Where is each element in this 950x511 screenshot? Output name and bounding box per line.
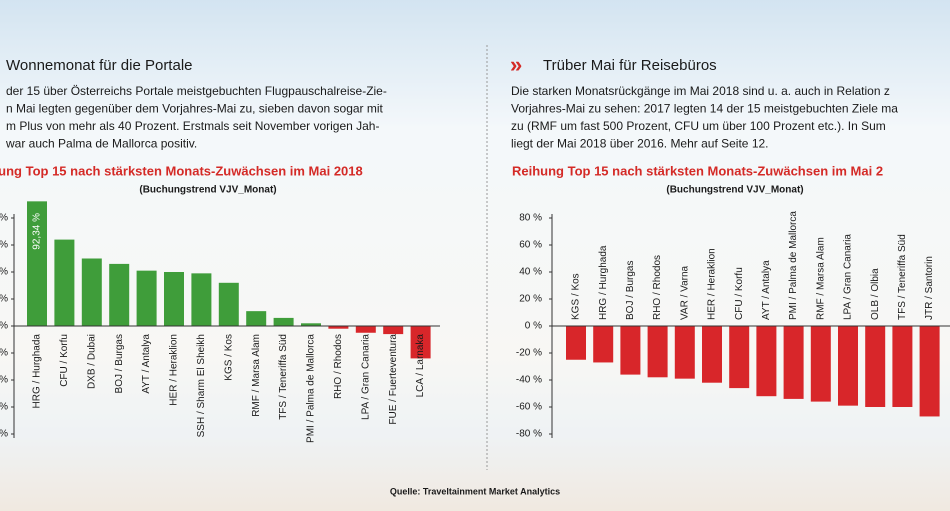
bar bbox=[892, 326, 913, 407]
chart-subtitle: (Buchungstrend VJV_Monat) bbox=[666, 185, 803, 196]
paragraph-line: n Mai legten gegenüber dem Vorjahres-Mai… bbox=[6, 102, 384, 116]
x-tick-label: LCA / Larnaka bbox=[415, 334, 426, 398]
y-tick-label: 80 % bbox=[519, 213, 542, 224]
x-tick-label: LPA / Gran Canaria bbox=[360, 334, 371, 420]
paragraph-line: war auch Palma de Mallorca positiv. bbox=[5, 137, 197, 151]
bar bbox=[620, 326, 641, 375]
y-tick-label: 60 % bbox=[519, 240, 542, 251]
bar bbox=[647, 326, 668, 378]
chart-title: Reihung Top 15 nach stärksten Monats-Zuw… bbox=[512, 163, 883, 178]
bar bbox=[383, 326, 404, 335]
x-tick-label: VAR / Varna bbox=[679, 265, 690, 320]
bar bbox=[729, 326, 750, 389]
bar bbox=[810, 326, 831, 402]
y-tick-label: -60 % bbox=[516, 402, 542, 413]
paragraph-line: zu (RMF um fast 500 Prozent, CFU um über… bbox=[511, 119, 886, 133]
bar bbox=[355, 326, 376, 333]
x-tick-label: TFS / Teneriffa Süd bbox=[278, 334, 289, 420]
y-tick-label: -40 % bbox=[516, 375, 542, 386]
bar bbox=[136, 270, 157, 326]
bar bbox=[191, 273, 212, 326]
bar bbox=[218, 282, 239, 326]
x-tick-label: PMI / Palma de Mallorca bbox=[306, 334, 317, 443]
bar bbox=[756, 326, 777, 397]
bar bbox=[54, 239, 75, 326]
bar bbox=[81, 258, 102, 326]
bar bbox=[566, 326, 586, 360]
x-tick-label: RMF / Marsa Alam bbox=[815, 237, 826, 320]
x-tick-label: HRG / Hurghada bbox=[32, 334, 43, 409]
y-tick-label: -20 % bbox=[516, 348, 542, 359]
x-tick-label: PMI / Palma de Mallorca bbox=[788, 211, 799, 320]
x-tick-label: AYT / Antalya bbox=[761, 260, 772, 320]
y-tick-label: 20 % bbox=[0, 294, 8, 305]
x-tick-label: RHO / Rhodos bbox=[333, 334, 344, 399]
bar bbox=[328, 326, 349, 329]
bar bbox=[301, 323, 321, 326]
bar bbox=[783, 326, 804, 399]
x-tick-label: HER / Heraklion bbox=[169, 334, 180, 406]
y-tick-label: -80 % bbox=[516, 429, 542, 440]
x-tick-label: BOJ / Burgas bbox=[625, 261, 636, 320]
x-tick-label: LPA / Gran Canaria bbox=[843, 234, 854, 320]
x-tick-label: CFU / Korfu bbox=[59, 334, 70, 387]
x-tick-label: TFS / Teneriffa Süd bbox=[897, 234, 908, 320]
paragraph-line: der 15 über Österreichs Portale meistgeb… bbox=[6, 84, 387, 98]
bar bbox=[838, 326, 858, 406]
x-tick-label: BOJ / Burgas bbox=[114, 334, 125, 393]
x-tick-label: HER / Heraklion bbox=[707, 248, 718, 320]
chart-subtitle: (Buchungstrend VJV_Monat) bbox=[139, 185, 276, 196]
bar bbox=[164, 272, 184, 326]
bar bbox=[109, 263, 130, 326]
x-tick-label: SSH / Sharm El Sheikh bbox=[196, 334, 207, 437]
x-tick-label: DXB / Dubai bbox=[86, 334, 97, 389]
bar bbox=[865, 326, 886, 407]
source: Quelle: Traveltainment Market Analytics bbox=[390, 486, 560, 496]
y-tick-label: 40 % bbox=[0, 267, 8, 278]
x-tick-label: OLB / Olbia bbox=[870, 268, 881, 320]
x-tick-label: CFU / Korfu bbox=[734, 267, 745, 320]
bar bbox=[273, 317, 294, 326]
y-tick-label: 60 % bbox=[0, 240, 8, 251]
paragraph-line: m Plus von mehr als 40 Prozent. Erstmals… bbox=[6, 119, 379, 133]
x-tick-label: KGS / Kos bbox=[223, 334, 234, 381]
value-label: 92,34 % bbox=[32, 213, 43, 250]
bar bbox=[246, 311, 267, 326]
x-tick-label: HRG / Hurghada bbox=[598, 245, 609, 320]
paragraph-line: Die starken Monatsrückgänge im Mai 2018 … bbox=[511, 84, 890, 98]
y-tick-label: -80 % bbox=[0, 429, 8, 440]
chart-title: Reihung Top 15 nach stärksten Monats-Zuw… bbox=[0, 163, 363, 178]
x-tick-label: RHO / Rhodos bbox=[652, 255, 663, 320]
x-tick-label: KGS / Kos bbox=[571, 273, 582, 320]
bar bbox=[593, 326, 614, 363]
y-tick-label: 80 % bbox=[0, 213, 8, 224]
x-tick-label: RMF / Marsa Alam bbox=[251, 334, 262, 417]
bar bbox=[919, 326, 940, 417]
y-tick-label: -60 % bbox=[0, 402, 8, 413]
bar bbox=[702, 326, 722, 383]
left-heading: Wonnemonat für die Portale bbox=[6, 57, 193, 74]
x-tick-label: FUE / Fuerteventura bbox=[388, 334, 399, 425]
y-tick-label: -40 % bbox=[0, 375, 8, 386]
y-tick-label: 20 % bbox=[519, 294, 542, 305]
right-heading: Trüber Mai für Reisebüros bbox=[543, 57, 717, 74]
x-tick-label: AYT / Antalya bbox=[141, 334, 152, 394]
y-tick-label: -20 % bbox=[0, 348, 8, 359]
heading-icon: » bbox=[510, 52, 522, 77]
y-tick-label: 40 % bbox=[519, 267, 542, 278]
bar bbox=[674, 326, 695, 379]
bar bbox=[27, 201, 47, 326]
y-tick-label: 0 % bbox=[525, 321, 542, 332]
y-tick-label: 0 % bbox=[0, 321, 8, 332]
bar bbox=[410, 326, 431, 359]
paragraph-line: Vorjahres-Mai zu sehen: 2017 legten 14 d… bbox=[511, 102, 898, 116]
paragraph-line: liegt der Mai 2018 über 2016. Mehr auf S… bbox=[511, 137, 769, 151]
x-tick-label: JTR / Santorin bbox=[924, 256, 935, 320]
